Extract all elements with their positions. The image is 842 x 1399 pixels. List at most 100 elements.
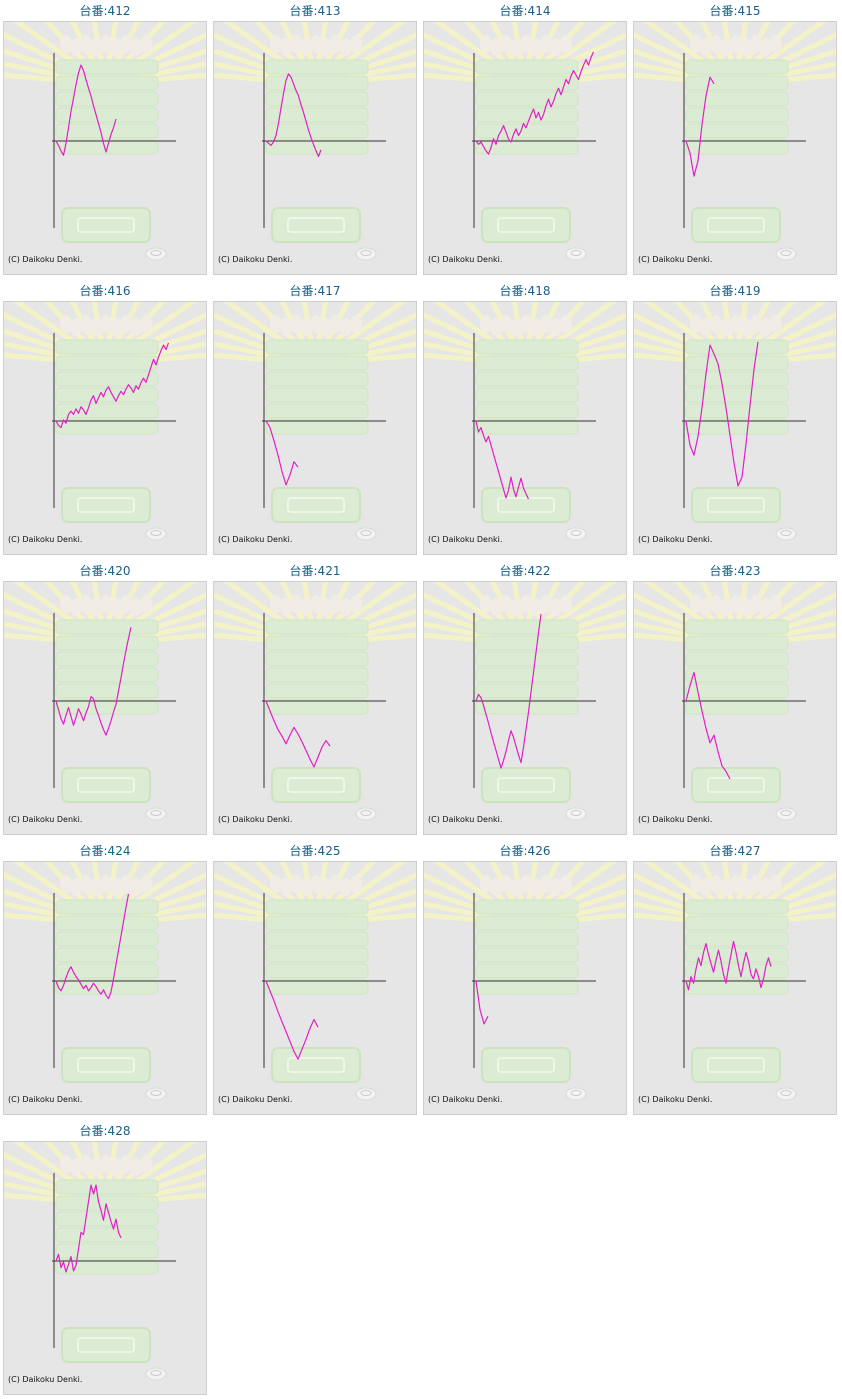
background-illustration (4, 582, 206, 821)
slump-line (685, 341, 759, 487)
slump-graph: (C) Daikoku Denki. (633, 861, 837, 1115)
machine-cell: 台番:424 (C) Daikoku Denki. (0, 840, 210, 1118)
background-illustration (424, 862, 626, 1101)
background-illustration (4, 862, 206, 1101)
slump-line (475, 51, 595, 155)
copyright-text: (C) Daikoku Denki. (428, 815, 503, 824)
slump-line (265, 700, 331, 768)
copyright-text: (C) Daikoku Denki. (218, 1095, 293, 1104)
machine-number-title[interactable]: 台番:416 (79, 284, 131, 298)
machine-number-title[interactable]: 台番:422 (499, 564, 551, 578)
slump-graph: (C) Daikoku Denki. (423, 581, 627, 835)
machine-number-title[interactable]: 台番:427 (709, 844, 761, 858)
machine-number-title[interactable]: 台番:417 (289, 284, 341, 298)
machine-cell: 台番:428 (C) Daikoku Denki. (0, 1120, 210, 1398)
background-illustration (214, 862, 416, 1101)
machine-cell: 台番:415 (C) Daikoku Denki. (630, 0, 840, 278)
machine-cell: 台番:412 (C) Daikoku Denki. (0, 0, 210, 278)
slump-graph: (C) Daikoku Denki. (3, 301, 207, 555)
slump-graph-canvas (214, 582, 416, 821)
slump-graph: (C) Daikoku Denki. (633, 581, 837, 835)
machine-number-title[interactable]: 台番:424 (79, 844, 131, 858)
machine-number-title[interactable]: 台番:426 (499, 844, 551, 858)
machine-cell: 台番:425 (C) Daikoku Denki. (210, 840, 420, 1118)
machine-cell: 台番:414 (C) Daikoku Denki. (420, 0, 630, 278)
slump-graph: (C) Daikoku Denki. (213, 301, 417, 555)
slump-graph: (C) Daikoku Denki. (633, 301, 837, 555)
slump-graph: (C) Daikoku Denki. (3, 21, 207, 275)
machine-cell: 台番:423 (C) Daikoku Denki. (630, 560, 840, 838)
slump-line (265, 420, 299, 486)
machine-cell: 台番:427 (C) Daikoku Denki. (630, 840, 840, 1118)
slump-graph-canvas (634, 582, 836, 821)
slump-line (55, 342, 170, 429)
slump-graph-canvas (634, 302, 836, 541)
machine-number-title[interactable]: 台番:413 (289, 4, 341, 18)
slump-line (475, 614, 542, 769)
copyright-text: (C) Daikoku Denki. (428, 255, 503, 264)
slump-graph-canvas (214, 302, 416, 541)
background-illustration (4, 22, 206, 261)
machine-cell: 台番:426 (C) Daikoku Denki. (420, 840, 630, 1118)
copyright-text: (C) Daikoku Denki. (8, 815, 83, 824)
copyright-text: (C) Daikoku Denki. (8, 255, 83, 264)
slump-graph: (C) Daikoku Denki. (423, 301, 627, 555)
slump-graph: (C) Daikoku Denki. (3, 581, 207, 835)
copyright-text: (C) Daikoku Denki. (638, 815, 713, 824)
slump-line (55, 1184, 122, 1273)
background-illustration (214, 22, 416, 261)
background-illustration (634, 582, 836, 821)
machine-number-title[interactable]: 台番:428 (79, 1124, 131, 1138)
slump-line (265, 980, 319, 1060)
machine-cell: 台番:417 (C) Daikoku Denki. (210, 280, 420, 558)
background-illustration (634, 22, 836, 261)
copyright-text: (C) Daikoku Denki. (218, 535, 293, 544)
machine-number-title[interactable]: 台番:414 (499, 4, 551, 18)
slump-graph-canvas (634, 862, 836, 1101)
slump-graph: (C) Daikoku Denki. (213, 581, 417, 835)
slump-graph-canvas (424, 302, 626, 541)
slump-line (475, 980, 489, 1025)
slump-graph-canvas (4, 582, 206, 821)
slump-graph-canvas (4, 302, 206, 541)
copyright-text: (C) Daikoku Denki. (638, 255, 713, 264)
slump-graph-canvas (424, 22, 626, 261)
machine-number-title[interactable]: 台番:419 (709, 284, 761, 298)
machine-number-title[interactable]: 台番:425 (289, 844, 341, 858)
machine-number-title[interactable]: 台番:423 (709, 564, 761, 578)
copyright-text: (C) Daikoku Denki. (428, 1095, 503, 1104)
slump-line (475, 420, 530, 500)
copyright-text: (C) Daikoku Denki. (8, 1095, 83, 1104)
background-illustration (214, 302, 416, 541)
slump-line (685, 76, 715, 177)
slump-graph-canvas (424, 862, 626, 1101)
copyright-text: (C) Daikoku Denki. (218, 815, 293, 824)
background-illustration (4, 1142, 206, 1381)
slump-graph-canvas (214, 22, 416, 261)
slump-line (55, 893, 130, 1000)
slump-line (55, 64, 117, 156)
slump-graph: (C) Daikoku Denki. (423, 861, 627, 1115)
slump-graph-canvas (634, 22, 836, 261)
copyright-text: (C) Daikoku Denki. (638, 1095, 713, 1104)
background-illustration (634, 302, 836, 541)
copyright-text: (C) Daikoku Denki. (8, 535, 83, 544)
slump-line (685, 671, 731, 780)
machine-number-title[interactable]: 台番:418 (499, 284, 551, 298)
machine-cell: 台番:413 (C) Daikoku Denki. (210, 0, 420, 278)
background-illustration (214, 582, 416, 821)
slump-graph-canvas (4, 862, 206, 1101)
background-illustration (4, 302, 206, 541)
copyright-text: (C) Daikoku Denki. (638, 535, 713, 544)
machine-number-title[interactable]: 台番:415 (709, 4, 761, 18)
copyright-text: (C) Daikoku Denki. (8, 1375, 83, 1384)
copyright-text: (C) Daikoku Denki. (428, 535, 503, 544)
machine-number-title[interactable]: 台番:420 (79, 564, 131, 578)
slump-graph-canvas (214, 862, 416, 1101)
machine-cell: 台番:416 (C) Daikoku Denki. (0, 280, 210, 558)
machine-number-title[interactable]: 台番:421 (289, 564, 341, 578)
machine-number-title[interactable]: 台番:412 (79, 4, 131, 18)
slump-graph: (C) Daikoku Denki. (3, 861, 207, 1115)
machine-cell: 台番:418 (C) Daikoku Denki. (420, 280, 630, 558)
